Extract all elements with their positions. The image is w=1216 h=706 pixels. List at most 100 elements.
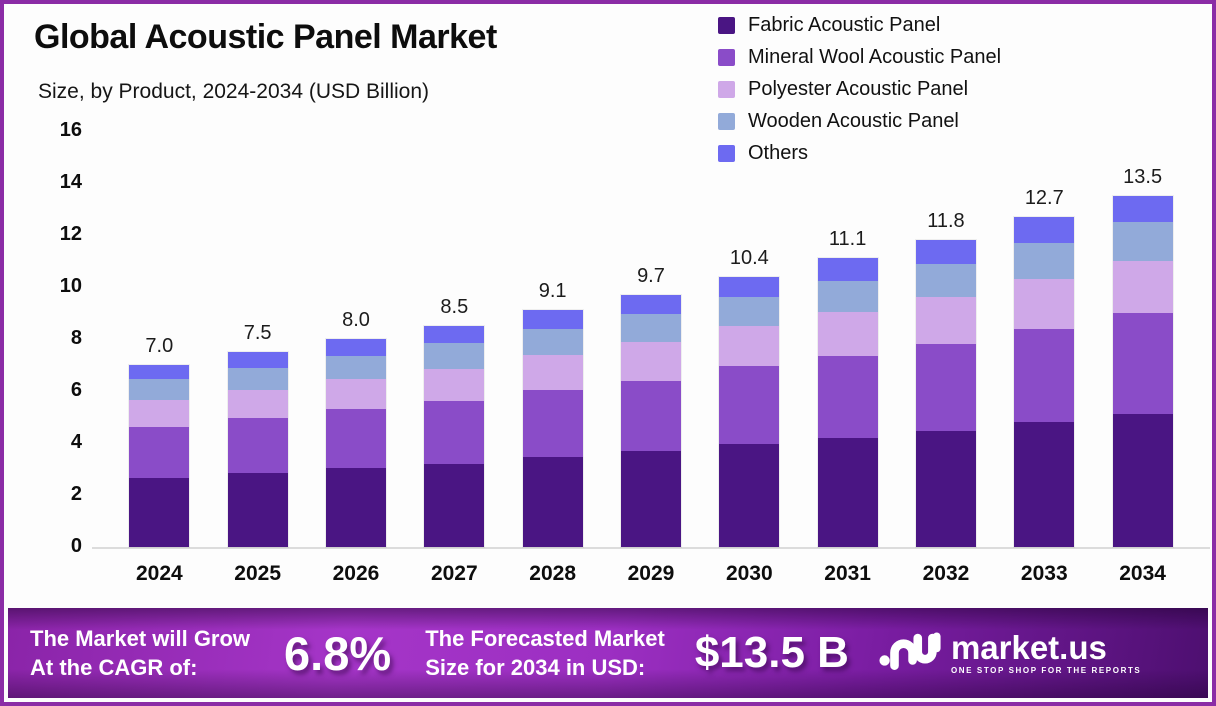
forecast-value: $13.5 B — [694, 628, 849, 677]
bar-segment-polyester-acoustic-panel — [129, 400, 190, 428]
bar-segment-others — [620, 294, 681, 315]
bar-segment-others — [1014, 216, 1075, 243]
bar-total-label: 9.1 — [538, 280, 567, 303]
bar-segment-mineral-wool-acoustic-panel — [424, 401, 485, 464]
bar-stack — [129, 365, 190, 547]
x-tick-label: 2025 — [234, 562, 282, 585]
bar-segment-polyester-acoustic-panel — [227, 389, 288, 419]
y-tick-label: 4 — [70, 431, 82, 453]
bar-segment-others — [915, 240, 976, 264]
bar-column-2034: 13.5 — [1112, 131, 1174, 547]
bar-stack — [424, 326, 485, 547]
brand-tagline: ONE STOP SHOP FOR THE REPORTS — [950, 666, 1142, 675]
y-tick-label: 0 — [70, 535, 82, 557]
bar-segment-wooden-acoustic-panel — [424, 342, 485, 369]
bar-column-2026: 8.0 — [325, 131, 387, 547]
x-tick-label: 2031 — [824, 562, 871, 585]
bar-segment-wooden-acoustic-panel — [522, 328, 583, 355]
bar-segment-polyester-acoustic-panel — [915, 297, 976, 345]
bar-stack — [227, 352, 288, 547]
bar-segment-wooden-acoustic-panel — [620, 314, 681, 342]
x-tick-label: 2026 — [332, 562, 380, 585]
legend-item-mineral-wool-acoustic-panel: Mineral Wool Acoustic Panel — [718, 46, 1001, 69]
bar-segment-fabric-acoustic-panel — [424, 463, 485, 547]
cagr-value: 6.8% — [284, 626, 392, 680]
bar-segment-fabric-acoustic-panel — [817, 437, 878, 547]
bar-stack — [915, 240, 976, 547]
legend-label: Fabric Acoustic Panel — [748, 14, 941, 36]
footer-banner: The Market will Grow At the CAGR of: 6.8… — [8, 608, 1208, 698]
bar-segment-mineral-wool-acoustic-panel — [620, 380, 681, 451]
x-tick-label: 2032 — [922, 562, 970, 585]
bar-total-label: 11.1 — [828, 228, 867, 251]
bar-segment-others — [719, 276, 780, 298]
bar-segment-mineral-wool-acoustic-panel — [719, 366, 780, 445]
bar-stack — [1112, 196, 1173, 547]
legend-item-polyester-acoustic-panel: Polyester Acoustic Panel — [718, 78, 1001, 101]
bar-segment-fabric-acoustic-panel — [325, 467, 386, 547]
bar-segment-mineral-wool-acoustic-panel — [129, 427, 190, 479]
bar-column-2028: 9.1 — [522, 131, 584, 547]
bar-stack — [719, 276, 780, 547]
bar-column-2025: 7.5 — [227, 131, 289, 547]
bar-segment-polyester-acoustic-panel — [325, 379, 386, 410]
x-tick-label: 2034 — [1119, 562, 1166, 585]
legend-label: Polyester Acoustic Panel — [748, 78, 969, 100]
bar-segment-mineral-wool-acoustic-panel — [227, 418, 288, 473]
bar-stack — [325, 339, 386, 547]
legend-swatch-icon — [718, 17, 735, 34]
y-tick-label: 14 — [59, 171, 82, 193]
bar-segment-mineral-wool-acoustic-panel — [325, 409, 386, 468]
bar-stack — [620, 294, 681, 547]
bar-segment-polyester-acoustic-panel — [424, 368, 485, 402]
bar-total-label: 8.5 — [440, 296, 469, 319]
bar-total-label: 12.7 — [1024, 186, 1064, 209]
bar-segment-wooden-acoustic-panel — [915, 263, 976, 298]
brand-logo: market.us ONE STOP SHOP FOR THE REPORTS — [879, 628, 1141, 679]
bar-column-2030: 10.4 — [718, 131, 780, 547]
x-tick-label: 2030 — [725, 562, 773, 585]
bar-segment-polyester-acoustic-panel — [1014, 279, 1075, 329]
cagr-label: The Market will Grow At the CAGR of: — [30, 624, 250, 682]
forecast-label-line1: The Forecasted Market — [425, 625, 665, 651]
bar-segment-mineral-wool-acoustic-panel — [1112, 313, 1173, 415]
bar-segment-mineral-wool-acoustic-panel — [522, 389, 583, 458]
bar-segment-fabric-acoustic-panel — [1014, 422, 1075, 547]
bar-column-2032: 11.8 — [915, 131, 977, 547]
bar-total-label: 10.4 — [729, 246, 769, 269]
bars-row: 7.0 7.5 8.0 8.5 9.1 9.7 10.4 11.1 11.8 12.7 13.5 — [92, 131, 1210, 547]
forecast-label: The Forecasted Market Size for 2034 in U… — [425, 624, 665, 682]
x-tick-label: 2027 — [430, 562, 478, 585]
bar-stack — [1014, 216, 1075, 547]
x-tick-label: 2028 — [529, 562, 576, 585]
bar-segment-mineral-wool-acoustic-panel — [915, 344, 976, 432]
x-tick-label: 2029 — [627, 562, 675, 585]
chart-legend: Fabric Acoustic Panel Mineral Wool Acoust… — [718, 14, 1001, 165]
bar-segment-wooden-acoustic-panel — [325, 355, 386, 380]
x-tick-label: 2033 — [1020, 562, 1068, 585]
bar-segment-fabric-acoustic-panel — [620, 450, 681, 547]
bar-segment-fabric-acoustic-panel — [1112, 414, 1173, 547]
bar-total-label: 11.8 — [927, 210, 965, 233]
bar-stack — [817, 258, 878, 547]
bar-segment-polyester-acoustic-panel — [620, 341, 681, 381]
bar-segment-polyester-acoustic-panel — [719, 326, 780, 367]
bar-segment-polyester-acoustic-panel — [1112, 261, 1173, 314]
legend-label: Mineral Wool Acoustic Panel — [748, 46, 1002, 68]
legend-item-wooden-acoustic-panel: Wooden Acoustic Panel — [718, 110, 1001, 133]
legend-swatch-icon — [718, 145, 735, 162]
bar-column-2027: 8.5 — [423, 131, 485, 547]
forecast-label-line2: Size for 2034 in USD: — [425, 655, 646, 680]
x-axis: 2024 2025 2026 2027 2028 2029 2030 2031 2032 2033… — [92, 562, 1210, 586]
bar-total-label: 8.0 — [342, 309, 370, 332]
brand-text: market.us ONE STOP SHOP FOR THE REPORTS — [951, 631, 1141, 675]
y-tick-label: 16 — [59, 119, 82, 141]
bar-segment-fabric-acoustic-panel — [719, 444, 780, 547]
bar-segment-others — [1112, 196, 1173, 223]
legend-item-fabric-acoustic-panel: Fabric Acoustic Panel — [718, 14, 1001, 37]
bar-segment-polyester-acoustic-panel — [522, 354, 583, 390]
bar-column-2029: 9.7 — [620, 131, 682, 547]
bar-total-label: 7.5 — [243, 322, 272, 345]
bar-segment-mineral-wool-acoustic-panel — [817, 355, 878, 438]
bar-column-2024: 7.0 — [128, 131, 190, 547]
